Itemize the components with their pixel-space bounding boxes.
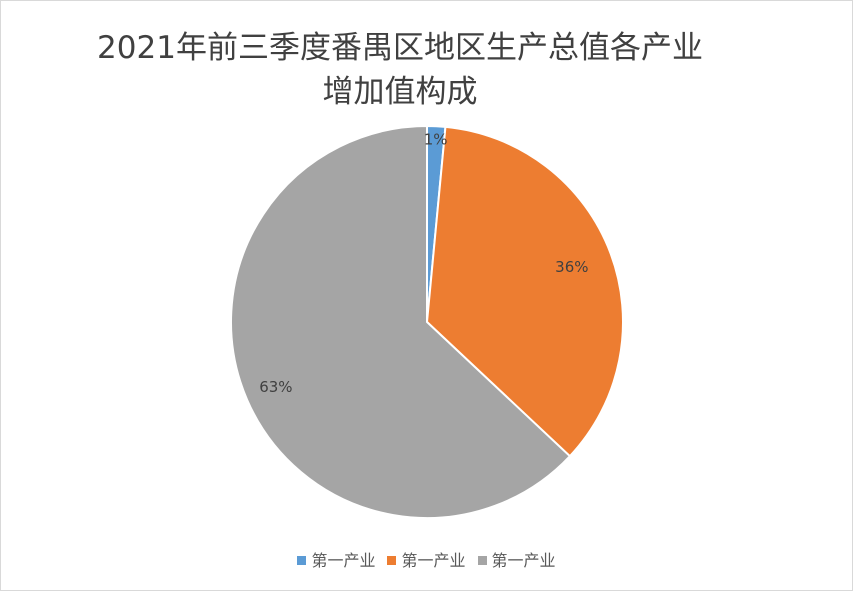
data-label-3: 63% [259, 378, 292, 396]
legend-item-1: 第一产业 [297, 547, 375, 571]
legend-label: 第一产业 [401, 551, 466, 570]
data-label-2: 36% [555, 258, 588, 276]
legend-swatch [387, 556, 397, 565]
legend-swatch [297, 556, 307, 565]
legend-swatch [477, 556, 487, 565]
pie-slice-2 [425, 125, 624, 458]
legend-item-2: 第一产业 [387, 547, 466, 571]
legend-label: 第一产业 [491, 551, 556, 570]
chart-title: 2021年前三季度番禺区地区生产总值各产业 增加值构成 [97, 30, 703, 110]
pie-slice-3 [230, 124, 572, 519]
legend-item-3: 第一产业 [477, 547, 556, 571]
legend-label: 第一产业 [311, 551, 376, 570]
data-label-1: 1% [424, 130, 448, 148]
legend: 第一产业 第一产业 第一产业 [0, 547, 853, 571]
